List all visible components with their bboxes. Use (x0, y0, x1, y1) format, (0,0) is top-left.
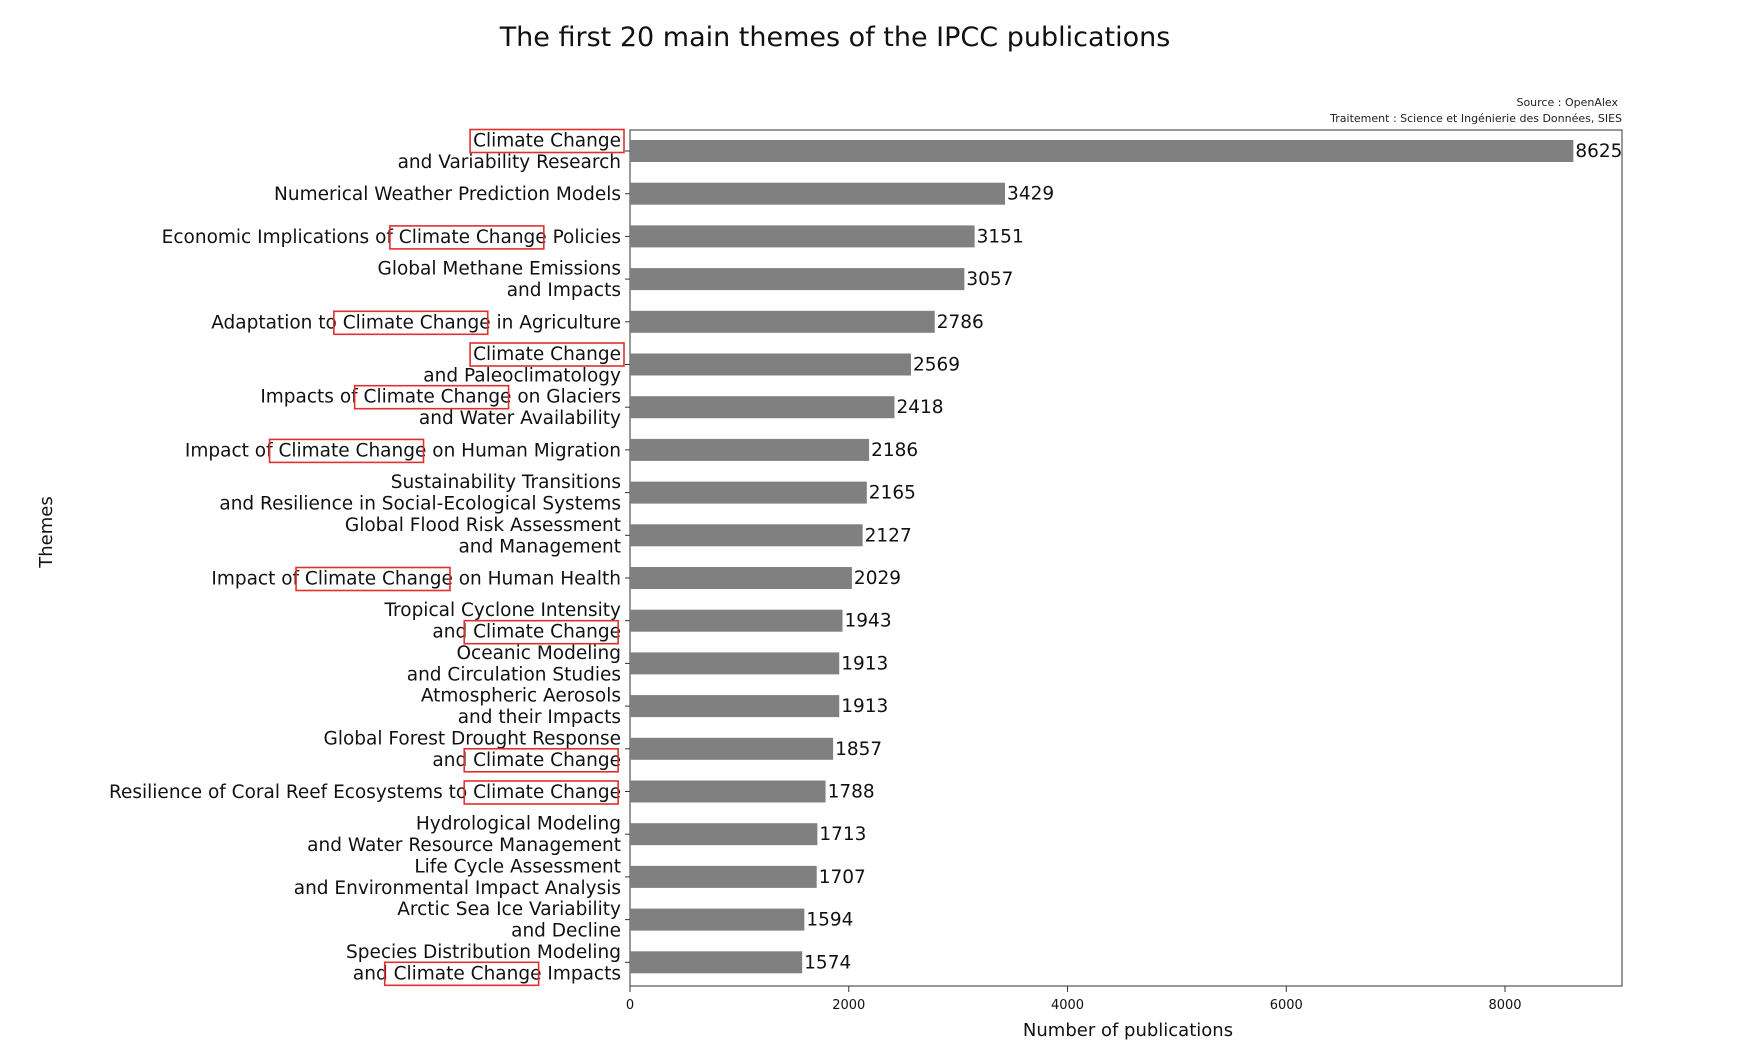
bar-value-label: 1713 (819, 824, 866, 845)
category-label: Global Methane Emissions (378, 259, 622, 280)
x-tick-label: 8000 (1488, 998, 1521, 1013)
bar-value-label: 2165 (869, 483, 916, 504)
category-label: and their Impacts (458, 707, 621, 728)
bar (630, 140, 1574, 162)
category-label: and Resilience in Social-Ecological Syst… (219, 494, 621, 515)
category-label: Climate Change (473, 344, 621, 365)
climate-change-highlight-box (295, 566, 451, 592)
bar (630, 652, 840, 675)
bar-value-label: 2569 (913, 355, 960, 376)
climate-change-highlight-box (463, 780, 619, 805)
climate-change-highlight-box (389, 225, 545, 250)
bar-value-label: 1788 (828, 782, 875, 803)
bar (630, 182, 1006, 205)
bar-value-label: 3057 (966, 269, 1013, 290)
category-label: and Circulation Studies (407, 664, 621, 685)
climate-change-highlight-box (383, 961, 540, 987)
x-tick-label: 6000 (1270, 998, 1303, 1013)
bar-value-label: 1943 (845, 611, 892, 632)
category-label: Impact of Climate Change on Human Health (211, 569, 621, 590)
category-label: and Management (458, 536, 621, 557)
category-label: Global Forest Drought Response (324, 728, 622, 749)
category-label: and Paleoclimatology (423, 366, 621, 387)
bar (630, 481, 867, 504)
bar-value-label: 1594 (806, 910, 853, 931)
category-label: Arctic Sea Ice Variability (397, 899, 621, 920)
category-label: Sustainability Transitions (391, 472, 621, 493)
processing-note: Traitement : Science et Ingénierie des D… (1329, 112, 1622, 125)
category-label: and Climate Change Impacts (353, 963, 621, 984)
category-label: Numerical Weather Prediction Models (274, 184, 621, 205)
category-label: Climate Change (473, 131, 621, 152)
bar (630, 609, 843, 632)
category-label: and Climate Change (432, 622, 621, 643)
category-label: Economic Implications of Climate Change … (162, 227, 621, 248)
bar (630, 951, 803, 974)
bar-value-label: 1913 (841, 696, 888, 717)
bar (630, 225, 975, 248)
bar (630, 268, 965, 291)
category-label: Resilience of Coral Reef Ecosystems to C… (109, 782, 621, 803)
bar-value-label: 1857 (835, 739, 882, 760)
bar (630, 695, 840, 718)
bar-value-label: 2418 (896, 397, 943, 418)
climate-change-highlight-box (469, 128, 625, 154)
bar (630, 567, 852, 589)
y-axis-label: Themes (36, 496, 57, 568)
source-note: Source : OpenAlex (1516, 96, 1618, 109)
category-label: and Water Availability (419, 408, 621, 429)
bar (630, 737, 834, 760)
plot-frame (629, 129, 1623, 987)
x-axis-label: Number of publications (1023, 1020, 1233, 1041)
category-label: Species Distribution Modeling (346, 942, 621, 963)
climate-change-highlight-box (469, 342, 625, 367)
category-label: and Decline (511, 921, 621, 942)
bar-value-label: 8625 (1575, 141, 1622, 162)
bar-value-label: 2127 (865, 525, 912, 546)
category-label: Life Cycle Assessment (414, 856, 621, 877)
category-label: Impact of Climate Change on Human Migrat… (185, 440, 621, 461)
category-label: and Climate Change (432, 750, 621, 771)
x-tick-label: 2000 (832, 998, 865, 1013)
bar-value-label: 2029 (854, 568, 901, 589)
category-label: Atmospheric Aerosols (421, 686, 621, 707)
category-label: Hydrological Modeling (416, 814, 621, 835)
bar-value-label: 1574 (804, 952, 851, 973)
category-label: and Impacts (507, 280, 621, 301)
climate-change-highlight-box (333, 310, 489, 336)
bar (630, 524, 863, 547)
category-label: Impacts of Climate Change on Glaciers (260, 387, 621, 408)
category-label: Global Flood Risk Assessment (345, 515, 621, 536)
bar (630, 310, 935, 333)
bar (630, 823, 818, 846)
category-label: and Environmental Impact Analysis (294, 878, 621, 899)
climate-change-highlight-box (463, 619, 619, 645)
bar-value-label: 1707 (819, 867, 866, 888)
category-label: Oceanic Modeling (456, 643, 621, 664)
climate-change-highlight-box (463, 747, 619, 773)
bar-value-label: 3151 (977, 226, 1024, 247)
bar (630, 353, 911, 376)
category-label: and Variability Research (398, 152, 621, 173)
x-tick-label: 4000 (1051, 998, 1084, 1013)
bar (630, 780, 826, 803)
climate-change-highlight-box (353, 384, 510, 410)
category-label: Tropical Cyclone Intensity (383, 600, 621, 621)
climate-change-highlight-box (268, 438, 425, 464)
bar-value-label: 2786 (937, 312, 984, 333)
bar (630, 396, 895, 419)
category-label: Adaptation to Climate Change in Agricult… (211, 312, 621, 333)
bar-value-label: 2186 (871, 440, 918, 461)
category-label: and Water Resource Management (307, 835, 621, 856)
bar-value-label: 3429 (1007, 184, 1054, 205)
bar (630, 865, 817, 888)
bar-value-label: 1913 (841, 653, 888, 674)
x-tick-label: 0 (626, 998, 634, 1013)
chart-title: The first 20 main themes of the IPCC pub… (499, 22, 1171, 53)
bar (630, 908, 805, 931)
bar (630, 438, 870, 461)
